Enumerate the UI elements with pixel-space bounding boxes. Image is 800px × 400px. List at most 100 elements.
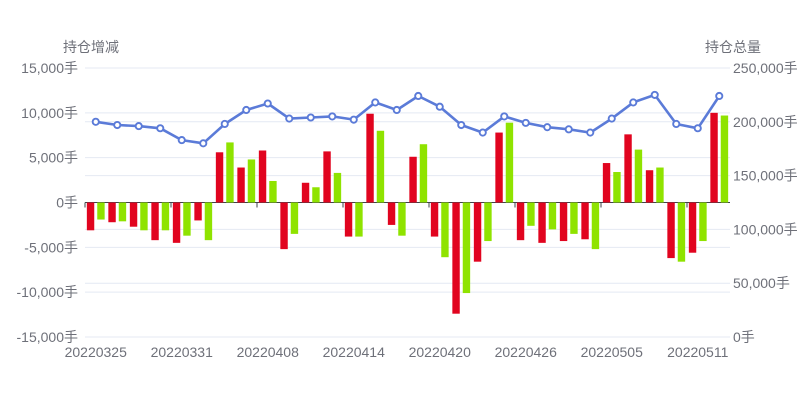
green-bar[interactable] (312, 187, 320, 203)
red-bar[interactable] (151, 202, 159, 241)
line-marker[interactable] (500, 112, 509, 121)
line-marker[interactable] (220, 119, 229, 129)
red-bar[interactable] (129, 202, 138, 227)
line-marker[interactable] (478, 128, 487, 137)
line-marker[interactable] (199, 139, 208, 148)
red-bar[interactable] (387, 202, 396, 225)
line-marker[interactable] (693, 124, 702, 133)
line-marker[interactable] (521, 118, 530, 127)
green-bar[interactable] (247, 159, 256, 203)
left-axis-title: 持仓增减 (63, 39, 119, 55)
line-marker[interactable] (306, 113, 315, 122)
green-bar[interactable] (376, 130, 385, 203)
red-bar[interactable] (452, 202, 460, 314)
red-bar[interactable] (194, 202, 202, 221)
line-marker[interactable] (607, 114, 616, 123)
green-bar[interactable] (462, 202, 471, 294)
red-bar[interactable] (667, 202, 675, 259)
green-bar[interactable] (548, 202, 557, 230)
line-marker[interactable] (543, 123, 552, 132)
line-marker[interactable] (629, 98, 638, 107)
red-bar[interactable] (559, 202, 568, 242)
line-marker[interactable] (392, 105, 401, 115)
line-marker[interactable] (564, 125, 573, 134)
line-marker[interactable] (242, 105, 251, 115)
right-axis-tick-label: 100,000手 (733, 221, 798, 237)
red-bar[interactable] (108, 202, 116, 223)
red-bar[interactable] (538, 202, 546, 243)
red-bar[interactable] (409, 156, 417, 203)
green-bar[interactable] (419, 144, 428, 203)
green-bar[interactable] (441, 202, 449, 258)
x-axis-tick-label: 20220505 (581, 344, 644, 360)
green-bar[interactable] (355, 202, 363, 237)
green-bar[interactable] (720, 115, 729, 203)
red-bar[interactable] (602, 163, 611, 203)
line-marker[interactable] (715, 91, 724, 101)
red-bar[interactable] (366, 113, 374, 203)
line-marker[interactable] (586, 128, 595, 137)
red-bar[interactable] (301, 182, 310, 203)
line-marker[interactable] (177, 136, 186, 145)
green-bar[interactable] (634, 149, 643, 203)
line-marker[interactable] (435, 102, 444, 111)
green-bar[interactable] (570, 202, 578, 234)
red-bar[interactable] (280, 202, 288, 250)
x-axis-tick-label: 20220408 (237, 344, 300, 360)
line-marker[interactable] (134, 122, 143, 131)
green-bar[interactable] (269, 180, 277, 203)
red-bar[interactable] (688, 202, 697, 253)
green-bar[interactable] (677, 202, 686, 262)
red-bar[interactable] (645, 170, 654, 203)
red-bar[interactable] (624, 134, 632, 203)
line-marker[interactable] (285, 114, 294, 123)
green-bar[interactable] (226, 142, 234, 203)
red-bar[interactable] (495, 132, 503, 203)
red-bar[interactable] (258, 150, 267, 203)
green-bar[interactable] (183, 202, 191, 236)
left-axis-tick-label: 5,000手 (29, 150, 78, 166)
green-bar[interactable] (484, 202, 492, 242)
red-bar[interactable] (172, 202, 181, 243)
green-bar[interactable] (613, 172, 621, 203)
red-bar[interactable] (237, 167, 245, 203)
green-bar[interactable] (290, 202, 299, 234)
right-axis-tick-label: 200,000手 (733, 114, 798, 130)
x-axis-tick-label: 20220414 (323, 344, 386, 360)
line-marker[interactable] (672, 119, 681, 129)
line-marker[interactable] (371, 98, 380, 107)
green-bar[interactable] (699, 202, 707, 242)
green-bar[interactable] (118, 202, 127, 222)
red-bar[interactable] (323, 151, 331, 203)
red-bar[interactable] (710, 112, 718, 203)
green-bar[interactable] (527, 202, 535, 226)
line-marker[interactable] (113, 120, 122, 130)
line-marker[interactable] (349, 115, 358, 124)
green-bar[interactable] (591, 202, 600, 250)
green-bar[interactable] (97, 202, 105, 220)
green-bar[interactable] (398, 202, 406, 236)
green-bar[interactable] (333, 172, 342, 203)
green-bar[interactable] (656, 167, 664, 203)
red-bar[interactable] (473, 202, 482, 262)
red-bar[interactable] (215, 152, 224, 203)
line-marker[interactable] (263, 99, 272, 108)
green-bar[interactable] (140, 202, 148, 231)
line-marker[interactable] (650, 90, 659, 99)
red-bar[interactable] (581, 202, 589, 240)
line-marker[interactable] (91, 117, 100, 126)
line-marker[interactable] (414, 91, 423, 101)
green-bar[interactable] (505, 122, 514, 203)
left-axis-tick-label: 0手 (56, 195, 78, 211)
line-marker[interactable] (328, 112, 337, 121)
green-bar[interactable] (204, 202, 213, 241)
green-bar[interactable] (161, 202, 170, 231)
right-axis-tick-label: 0手 (733, 329, 755, 345)
line-marker[interactable] (457, 120, 466, 130)
red-bar[interactable] (344, 202, 353, 237)
red-bar[interactable] (516, 202, 525, 241)
line-marker[interactable] (156, 124, 165, 133)
red-bar[interactable] (86, 202, 95, 231)
red-bar[interactable] (430, 202, 439, 237)
